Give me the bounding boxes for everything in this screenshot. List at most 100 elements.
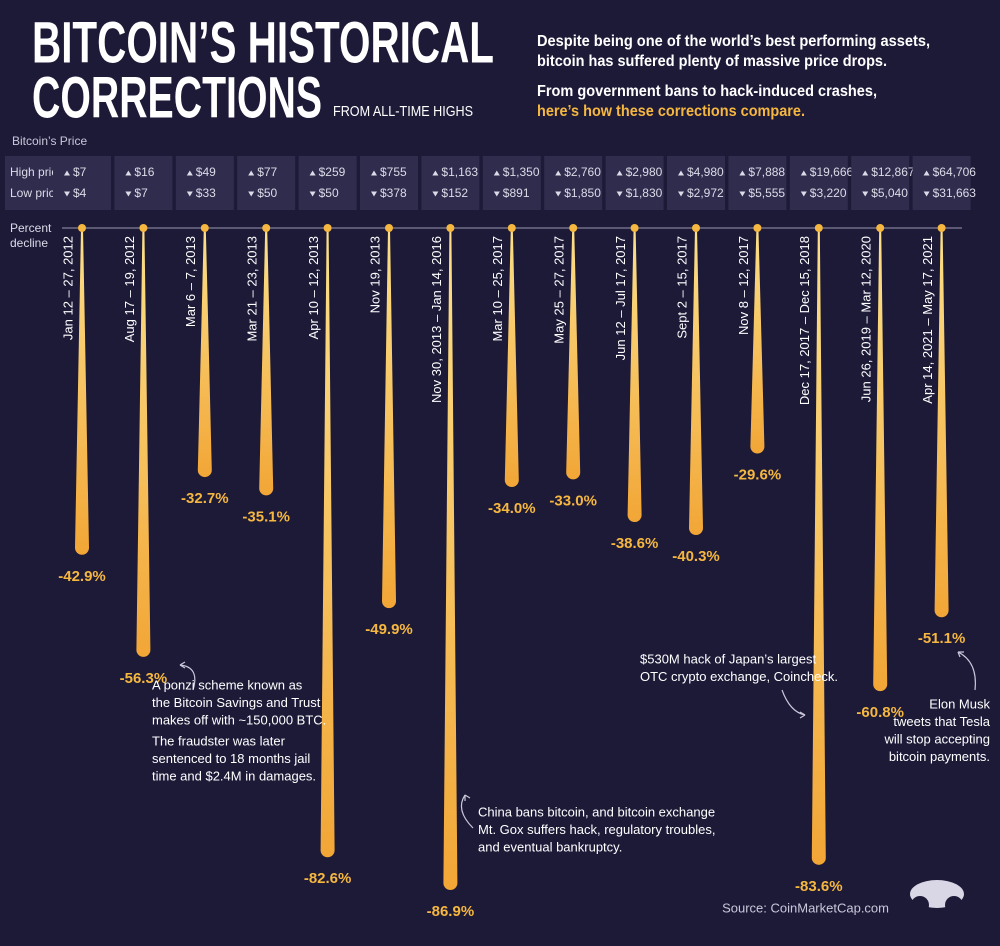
high-price: $755 <box>380 165 407 179</box>
drop-dot <box>385 224 393 232</box>
drop-dot <box>569 224 578 232</box>
low-price: $378 <box>380 186 407 200</box>
low-price: $31,663 <box>933 186 977 200</box>
up-arrow <box>64 170 70 176</box>
down-arrow <box>739 191 746 197</box>
annotation-line: $530M hack of Japan’s largest <box>640 651 816 666</box>
value-label: -29.6% <box>734 466 782 483</box>
up-arrow <box>432 170 439 176</box>
high-price: $2,980 <box>626 165 663 179</box>
annotation-line: China bans bitcoin, and bitcoin exchange <box>478 804 715 819</box>
annotation-line: time and $2.4M in damages. <box>152 768 316 783</box>
intro-highlight: here’s how these corrections compare. <box>537 103 805 120</box>
low-price: $50 <box>319 186 339 200</box>
down-arrow <box>923 191 930 197</box>
drop <box>811 228 826 865</box>
high-price: $12,867 <box>871 165 915 179</box>
low-price: $33 <box>196 186 216 200</box>
drop-dot <box>323 224 332 232</box>
value-label: -40.3% <box>672 548 720 565</box>
value-label: -35.1% <box>242 508 290 525</box>
annotation-line: makes off with ~150,000 BTC. <box>152 712 326 727</box>
high-price: $19,666 <box>810 165 854 179</box>
up-arrow <box>800 170 807 176</box>
annotation-line: Elon Musk <box>929 696 990 711</box>
value-label: -42.9% <box>58 568 106 585</box>
price-box <box>360 156 418 210</box>
up-arrow <box>678 170 684 176</box>
intro-line: bitcoin has suffered plenty of massive p… <box>537 53 887 70</box>
annotation-line: sentenced to 18 months jail <box>152 751 310 766</box>
drop-dot <box>814 224 823 232</box>
axis-label: decline <box>10 236 48 250</box>
date-label: Mar 21 – 23, 2013 <box>245 236 260 342</box>
high-price: $16 <box>134 165 154 179</box>
date-label: Nov 19, 2013 <box>367 236 382 313</box>
value-label: -82.6% <box>304 870 352 887</box>
drop <box>566 228 581 480</box>
down-arrow <box>800 191 807 197</box>
drop <box>443 228 458 890</box>
price-box <box>912 156 971 210</box>
drop <box>873 228 888 692</box>
date-label: Dec 17, 2017 – Dec 15, 2018 <box>797 236 812 405</box>
down-arrow <box>309 191 316 197</box>
annotation-arrows <box>179 651 976 829</box>
value-label: -49.9% <box>365 621 413 638</box>
date-label: Jun 12 – Jul 17, 2017 <box>613 236 628 360</box>
down-arrow <box>186 191 193 197</box>
annotation-line: bitcoin payments. <box>889 749 990 764</box>
date-label: Jan 12 – 27, 2012 <box>60 236 75 340</box>
drop-dot <box>876 224 885 232</box>
date-label: Sept 2 – 15, 2017 <box>674 236 689 339</box>
price-box <box>851 156 910 210</box>
high-label: High price <box>10 165 64 179</box>
price-box <box>544 156 603 210</box>
drop-dot <box>446 224 455 232</box>
up-arrow <box>186 170 193 176</box>
low-price: $5,040 <box>871 186 908 200</box>
low-price: $891 <box>503 186 530 200</box>
date-label: May 25 – 27, 2017 <box>552 236 567 344</box>
drop-dot <box>78 224 86 232</box>
date-label: Mar 10 – 25, 2017 <box>490 236 505 342</box>
annotation-line: the Bitcoin Savings and Trust <box>152 695 321 710</box>
price-heading: Bitcoin’s Price <box>12 134 87 148</box>
low-price: $1,850 <box>564 186 601 200</box>
date-label: Apr 14, 2021 – May 17, 2021 <box>920 236 935 404</box>
source: Source: CoinMarketCap.com <box>722 900 889 915</box>
value-label: -86.9% <box>427 903 475 920</box>
low-price: $5,555 <box>748 186 785 200</box>
date-label: Aug 17 – 19, 2012 <box>122 236 137 342</box>
drop <box>750 228 765 454</box>
value-label: -32.7% <box>181 490 229 507</box>
price-box <box>482 156 541 210</box>
low-price: $3,220 <box>810 186 847 200</box>
value-label: -56.3% <box>120 670 168 687</box>
value-label: -38.6% <box>611 535 659 552</box>
high-price: $77 <box>257 165 277 179</box>
down-arrow <box>555 191 562 197</box>
high-price: $49 <box>196 165 216 179</box>
up-arrow <box>309 170 316 176</box>
value-label: -51.1% <box>918 630 966 647</box>
low-price: $2,972 <box>687 186 724 200</box>
price-box <box>667 156 725 210</box>
annotation-line: A ponzi scheme known as <box>152 677 303 692</box>
title-line: CORRECTIONS <box>32 65 322 130</box>
value-label: -33.0% <box>549 492 597 509</box>
up-arrow <box>862 170 869 176</box>
value-label: -83.6% <box>795 878 843 895</box>
low-price: $50 <box>257 186 277 200</box>
date-label: Apr 10 – 12, 2013 <box>306 236 321 339</box>
drop <box>75 228 89 555</box>
annotation-line: tweets that Tesla <box>893 714 990 729</box>
drop-dot <box>753 224 762 232</box>
up-arrow <box>555 170 562 176</box>
down-arrow <box>862 191 869 197</box>
high-price: $259 <box>319 165 346 179</box>
drop <box>627 228 642 523</box>
down-arrow <box>493 191 500 197</box>
